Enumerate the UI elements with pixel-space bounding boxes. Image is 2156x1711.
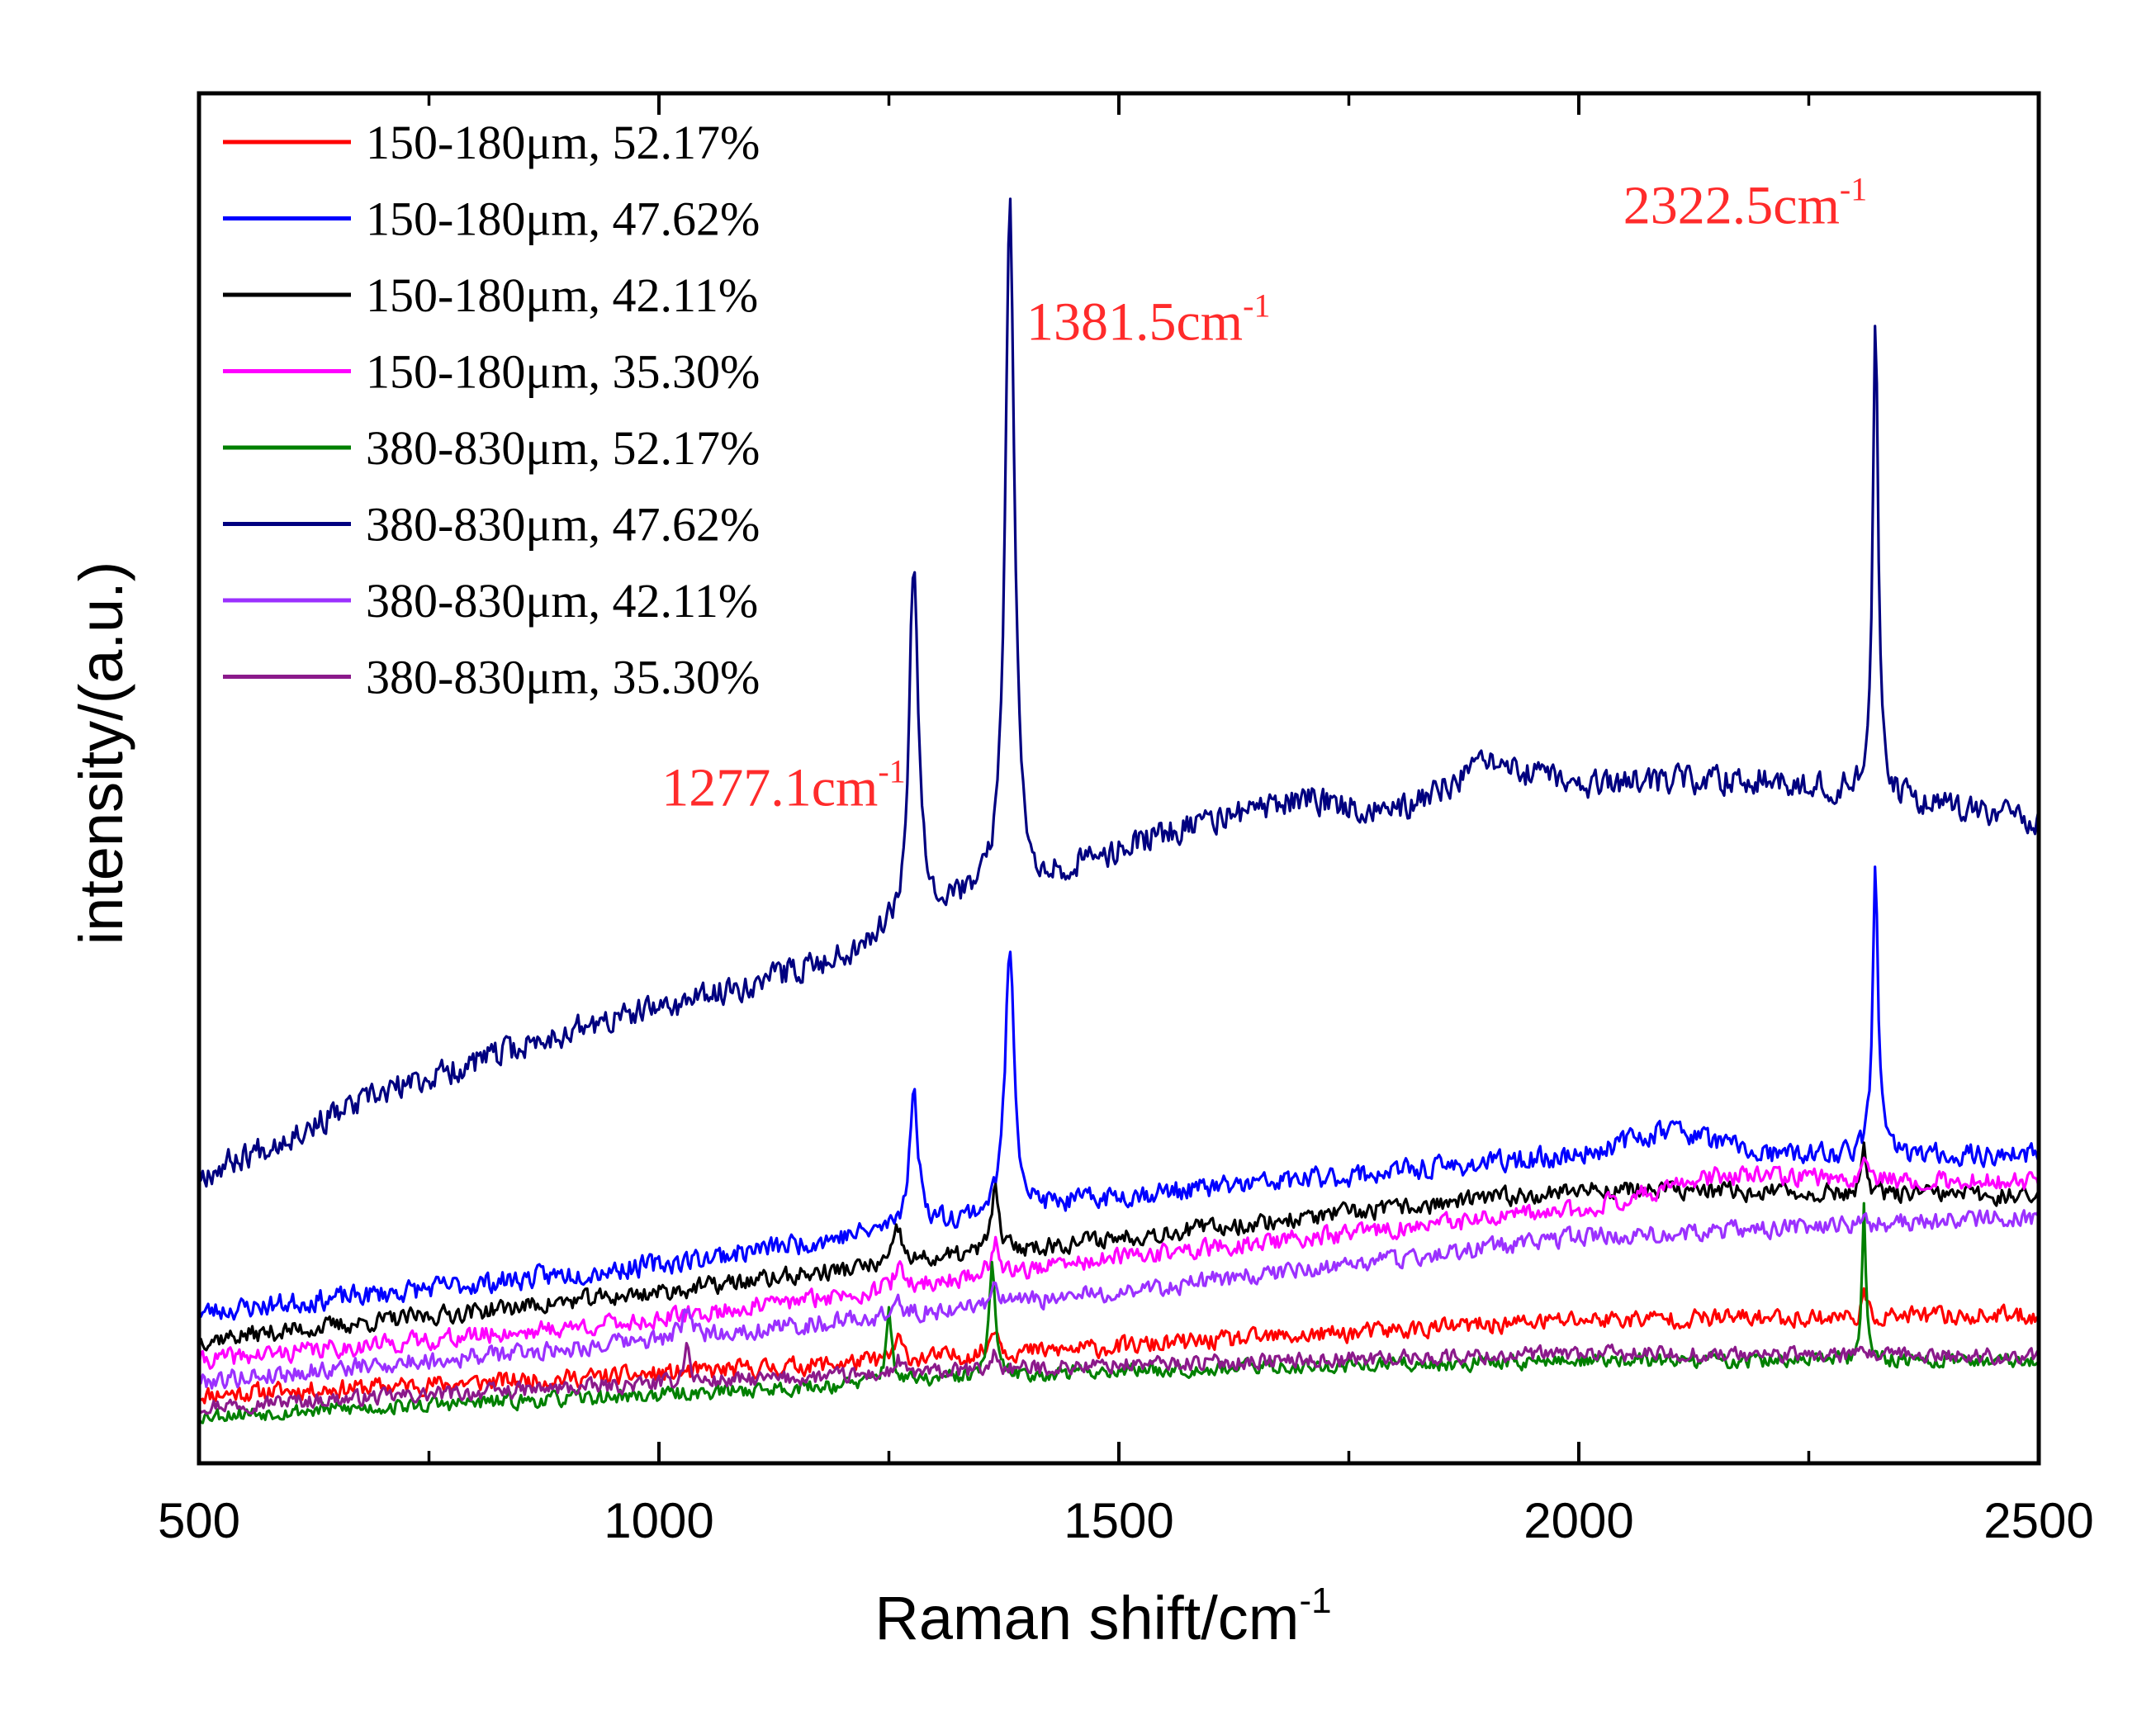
x-tick-label: 500 (158, 1493, 240, 1548)
legend-entry: 150-180μm, 52.17% (223, 116, 760, 169)
x-tick-label: 2000 (1523, 1493, 1633, 1548)
legend-label: 380-830μm, 52.17% (366, 421, 760, 475)
annotations: 1277.1cm-1 1381.5cm-1 2322.5cm-1 (661, 171, 1867, 818)
y-axis-label: intensity/(a.u.) (67, 562, 135, 946)
legend-entry: 380-830μm, 35.30% (223, 651, 760, 704)
legend-entry: 380-830μm, 42.11% (223, 574, 758, 628)
series-line-7 (197, 1208, 2040, 1390)
legend: 150-180μm, 52.17% 150-180μm, 47.62% 150-18… (223, 116, 760, 704)
legend-label: 380-830μm, 47.62% (366, 498, 760, 552)
legend-label: 150-180μm, 47.62% (366, 192, 760, 246)
legend-entry: 150-180μm, 42.11% (223, 268, 758, 322)
x-tick-label: 2500 (1983, 1493, 2093, 1548)
legend-label: 380-830μm, 42.11% (366, 574, 758, 628)
legend-label: 380-830μm, 35.30% (366, 651, 760, 704)
series-line-2 (198, 865, 2040, 1321)
legend-label: 150-180μm, 52.17% (366, 116, 760, 169)
series-line-8 (197, 1342, 2040, 1415)
legend-entry: 150-180μm, 47.62% (223, 192, 760, 246)
series-line-4 (197, 1156, 2040, 1370)
legend-label: 150-180μm, 42.11% (366, 268, 758, 322)
legend-entry: 380-830μm, 52.17% (223, 421, 760, 475)
peak-annotation: 1277.1cm-1 (661, 753, 905, 818)
legend-label: 150-180μm, 35.30% (366, 345, 760, 399)
peak-annotation: 2322.5cm-1 (1623, 171, 1867, 236)
peak-annotation: 1381.5cm-1 (1026, 287, 1270, 353)
x-tick-label: 1000 (604, 1493, 713, 1548)
series-line-3 (197, 1141, 2040, 1352)
x-tick-label: 1500 (1064, 1493, 1173, 1548)
legend-entry: 150-180μm, 35.30% (223, 345, 760, 399)
x-axis-label: Raman shift/cm-1 (874, 1581, 1331, 1652)
series-line-1 (198, 1287, 2040, 1405)
series-line-6 (198, 197, 2040, 1188)
legend-entry: 380-830μm, 47.62% (223, 498, 760, 552)
x-axis: 500 1000 1500 2000 2500 (158, 93, 2094, 1548)
series-layer (197, 197, 2040, 1424)
